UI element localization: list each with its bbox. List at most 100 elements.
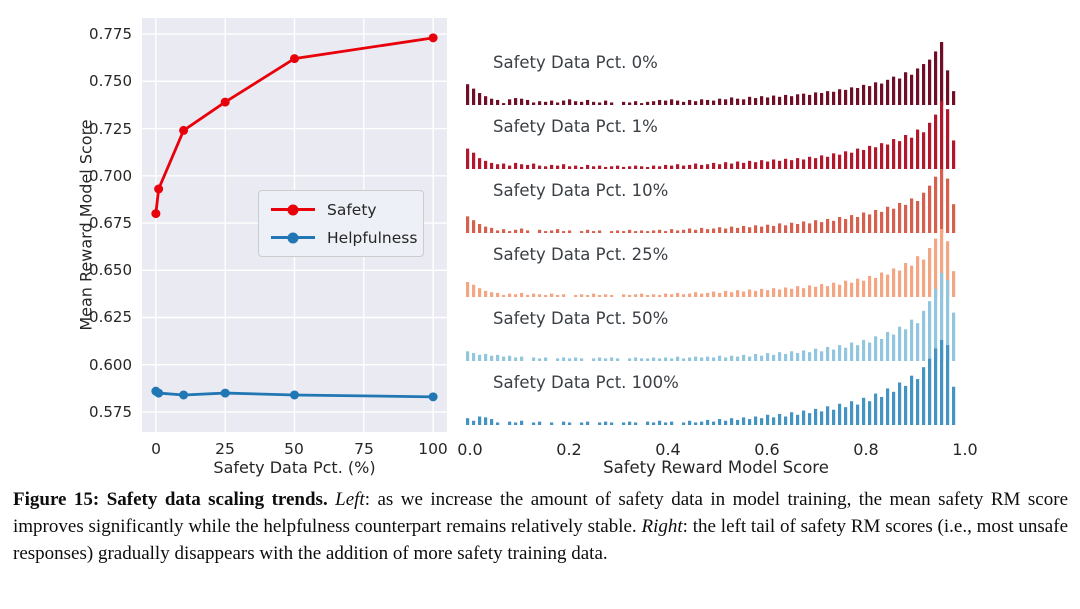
histogram-bar [742, 291, 746, 297]
histogram-bar [508, 231, 512, 233]
histogram-bar [592, 293, 596, 297]
histogram-bar [862, 149, 866, 169]
histogram-bar [700, 99, 704, 105]
histogram-bar [622, 166, 626, 169]
histogram-bar [784, 94, 788, 105]
histogram-bar [478, 354, 482, 361]
histogram-bar [868, 86, 872, 105]
histogram-bar [772, 417, 776, 425]
histogram-bar [664, 357, 668, 361]
histogram-bar [850, 87, 854, 105]
histogram-bar [472, 220, 476, 233]
histogram-bar [814, 348, 818, 361]
histogram-bar [484, 96, 488, 105]
histogram-bar [874, 277, 878, 297]
histogram-bar [766, 290, 770, 297]
histogram-bar [532, 357, 536, 361]
histogram-bar [466, 351, 470, 361]
histogram-bar [700, 357, 704, 361]
histogram-bar [730, 292, 734, 297]
histogram-bar [760, 418, 764, 425]
x-tick-label: 0.2 [556, 440, 582, 459]
histogram-bar [550, 422, 554, 425]
histogram-bar [712, 228, 716, 233]
histogram-bar [736, 419, 740, 425]
histogram-bar [892, 139, 896, 169]
histogram-bar [652, 422, 656, 425]
histogram-bar [700, 164, 704, 169]
histogram-bar [592, 101, 596, 105]
y-tick-label: 0.600 [89, 356, 132, 374]
histogram-bar [610, 102, 614, 105]
histogram-bar [556, 165, 560, 169]
histogram-bar [880, 211, 884, 233]
histogram-bar [550, 230, 554, 233]
histogram-bar [568, 99, 572, 105]
histogram-bar [820, 351, 824, 361]
hist-row-label: Safety Data Pct. 50% [493, 309, 669, 328]
histogram-bar [754, 290, 758, 297]
histogram-bar [538, 294, 542, 297]
histogram-bar [850, 282, 854, 297]
histogram-bar [730, 418, 734, 425]
histogram-bar [514, 162, 518, 169]
histogram-bar [538, 165, 542, 169]
histogram-bar [868, 275, 872, 297]
histogram-bar [496, 164, 500, 169]
histogram-bar [772, 225, 776, 233]
histogram-bar [778, 96, 782, 105]
histogram-bar [910, 375, 914, 425]
histogram-bar [736, 227, 740, 233]
histogram-bar [658, 229, 662, 233]
histogram-bar [544, 357, 548, 361]
histogram-bar [634, 357, 638, 361]
histogram-bar [724, 228, 728, 233]
histogram-bar [808, 223, 812, 233]
histogram-bar [784, 287, 788, 297]
histogram-bar [610, 166, 614, 169]
histogram-bar [844, 280, 848, 297]
histogram-bar [760, 226, 764, 233]
histogram-bar [532, 102, 536, 105]
histogram-bar [562, 100, 566, 105]
histogram-plot-area [466, 42, 956, 425]
histogram-bar [598, 165, 602, 169]
histogram-bar [532, 293, 536, 297]
histogram-bar [952, 312, 956, 361]
histogram-bar [712, 162, 716, 169]
data-point-safety [179, 125, 189, 135]
histogram-bar [868, 145, 872, 169]
histogram-bar [796, 353, 800, 361]
histogram-bar [778, 413, 782, 425]
histogram-bar [532, 422, 536, 425]
histogram-bar [496, 354, 500, 361]
histogram-bar [826, 91, 830, 105]
histogram-bar [466, 418, 470, 425]
histogram-bar [802, 93, 806, 105]
histogram-bar [610, 357, 614, 361]
histogram-bar [760, 96, 764, 105]
hist-row-label: Safety Data Pct. 100% [493, 373, 679, 392]
histogram-bar [610, 422, 614, 425]
histogram-bar [526, 294, 530, 297]
histogram-bar [574, 165, 578, 169]
histogram-bar [796, 414, 800, 425]
histogram-bar [838, 345, 842, 361]
histogram-bar [898, 141, 902, 169]
histogram-bar [574, 294, 578, 297]
histogram-bar [808, 156, 812, 169]
histogram-bar [868, 214, 872, 233]
histogram-bar [928, 122, 932, 169]
histogram-bar [556, 102, 560, 105]
y-tick-label: 0.700 [89, 167, 132, 185]
histogram-bar [664, 164, 668, 169]
histogram-bar [790, 288, 794, 297]
histogram-bar [658, 358, 662, 361]
histogram-bar [928, 59, 932, 105]
histogram-bar [604, 421, 608, 425]
histogram-bar [688, 357, 692, 361]
histogram-bar [904, 329, 908, 361]
histogram-bar [934, 51, 938, 105]
histogram-bar [670, 421, 674, 425]
legend-item-safety: Safety [271, 199, 411, 220]
